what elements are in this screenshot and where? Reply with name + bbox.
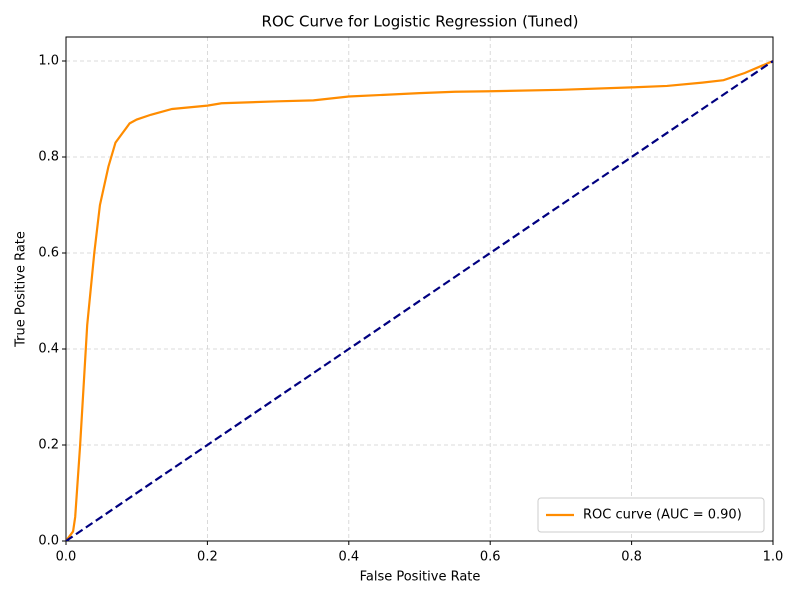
x-tick-label: 0.8 [621,550,642,565]
x-tick-label: 0.0 [56,550,77,565]
y-tick-label: 0.0 [38,534,59,549]
x-tick-label: 0.2 [197,550,218,565]
y-tick-label: 0.8 [38,150,59,165]
x-tick-label: 0.4 [338,550,359,565]
legend-box [537,497,765,533]
series-line [66,60,773,541]
y-axis-label: True Positive Rate [14,231,29,348]
x-tick-label: 1.0 [763,550,784,565]
y-tick-label: 0.2 [38,438,59,453]
legend-label: ROC curve (AUC = 0.90) [583,508,742,523]
x-axis-label: False Positive Rate [360,570,481,585]
x-tick-label: 0.6 [480,550,501,565]
series-line [66,59,773,541]
y-tick-label: 0.6 [38,246,59,261]
chart-title: ROC Curve for Logistic Regression (Tuned… [262,13,579,31]
y-tick-label: 0.4 [38,342,59,357]
y-tick-label: 1.0 [38,54,59,69]
plot-frame [65,36,774,542]
